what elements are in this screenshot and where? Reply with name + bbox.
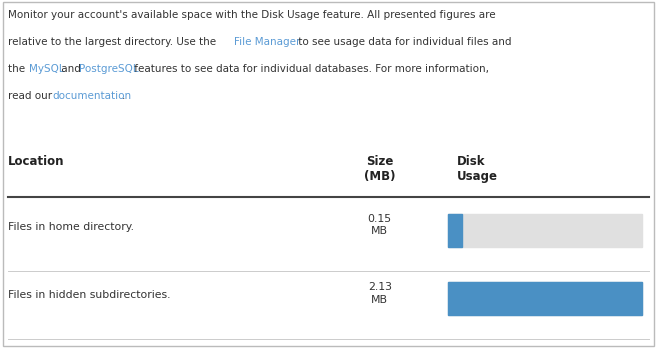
Text: Location: Location: [8, 155, 64, 168]
Text: and: and: [58, 64, 84, 74]
Text: features to see data for individual databases. For more information,: features to see data for individual data…: [131, 64, 489, 74]
Text: File Manager: File Manager: [234, 37, 300, 47]
Text: relative to the largest directory. Use the: relative to the largest directory. Use t…: [8, 37, 219, 47]
Text: PostgreSQL: PostgreSQL: [79, 64, 139, 74]
Text: Size
(MB): Size (MB): [364, 155, 396, 183]
Text: .: .: [122, 91, 125, 101]
Text: 0.15
MB: 0.15 MB: [368, 214, 392, 237]
Bar: [448, 282, 642, 315]
Bar: [448, 282, 642, 315]
Text: the: the: [8, 64, 28, 74]
Text: Monitor your account's available space with the Disk Usage feature. All presente: Monitor your account's available space w…: [8, 10, 495, 21]
Text: MySQL: MySQL: [29, 64, 64, 74]
Bar: [448, 214, 462, 247]
Text: 2.13
MB: 2.13 MB: [368, 282, 392, 305]
Text: documentation: documentation: [52, 91, 131, 101]
Text: Files in hidden subdirectories.: Files in hidden subdirectories.: [8, 290, 170, 300]
Text: read our: read our: [8, 91, 55, 101]
Text: Files in home directory.: Files in home directory.: [8, 222, 134, 232]
Text: to see usage data for individual files and: to see usage data for individual files a…: [295, 37, 512, 47]
Bar: [448, 214, 642, 247]
Text: Disk
Usage: Disk Usage: [457, 155, 497, 183]
